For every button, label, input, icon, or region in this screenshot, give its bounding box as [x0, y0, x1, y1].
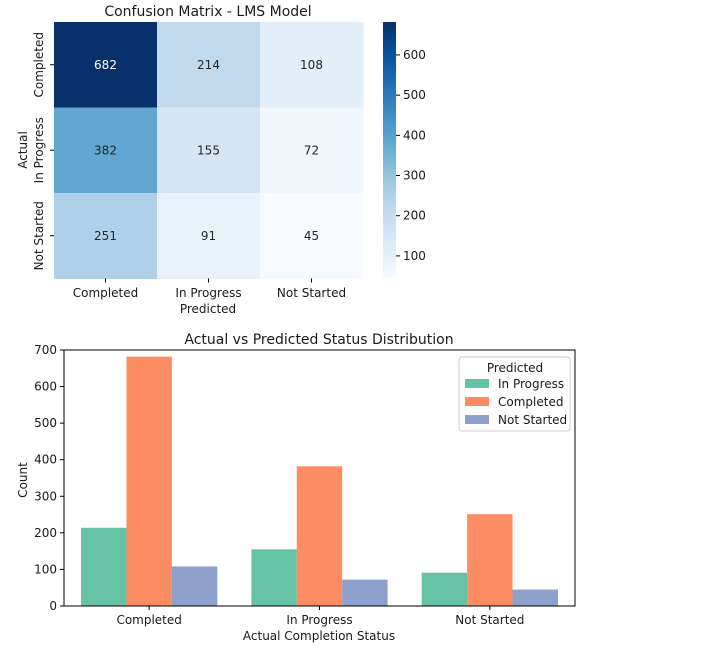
bar — [171, 566, 218, 606]
confusion-matrix-chart: Confusion Matrix - LMS Model 682 214 108 38… — [16, 4, 426, 316]
legend: Predicted In Progress Completed Not Starte… — [458, 356, 571, 432]
y-tick-label: 600 — [34, 380, 57, 394]
bar-y-ticks: 0 100 200 300 400 500 600 700 — [34, 343, 64, 613]
colorbar-tick-label: 100 — [403, 249, 426, 263]
bar-group — [81, 356, 558, 606]
heatmap-cell — [260, 107, 364, 194]
bar — [421, 572, 468, 606]
heatmap-cell-value: 382 — [94, 143, 117, 157]
y-tick-label: 500 — [34, 416, 57, 430]
y-tick-label: 0 — [49, 599, 57, 613]
heatmap-x-ticks: Completed In Progress Not Started — [73, 278, 346, 300]
colorbar — [383, 22, 396, 278]
heatmap-cell-value: 682 — [94, 58, 117, 72]
heatmap-cell — [157, 22, 261, 108]
heatmap-cell — [157, 107, 261, 194]
heatmap-y-label: Actual — [16, 131, 30, 169]
heatmap-cell — [157, 193, 261, 279]
x-tick-label: Completed — [116, 613, 181, 627]
x-tick-label: Not Started — [277, 286, 346, 300]
y-tick-label: 400 — [34, 453, 57, 467]
legend-title: Predicted — [487, 361, 543, 375]
colorbar-tick-label: 600 — [403, 48, 426, 62]
bar-x-label: Actual Completion Status — [243, 629, 395, 643]
heatmap-cell — [54, 193, 158, 279]
y-tick-label: 700 — [34, 343, 57, 357]
heatmap-cell — [260, 193, 364, 279]
bar-y-label: Count — [16, 462, 30, 498]
colorbar-tick-label: 500 — [403, 88, 426, 102]
colorbar-ticks: 100 200 300 400 500 600 — [396, 48, 426, 263]
legend-swatch — [465, 397, 489, 406]
heatmap-cell-value: 108 — [300, 58, 323, 72]
x-tick-label: In Progress — [175, 286, 241, 300]
bar — [81, 527, 127, 606]
y-tick-label: Completed — [32, 32, 46, 97]
heatmap-title: Confusion Matrix - LMS Model — [104, 4, 311, 20]
x-tick-label: Not Started — [455, 613, 524, 627]
x-tick-label: Completed — [73, 286, 138, 300]
heatmap-cell-value: 251 — [94, 229, 117, 243]
legend-frame — [458, 356, 571, 432]
heatmap-cell — [260, 22, 364, 108]
colorbar-tick-label: 300 — [403, 169, 426, 183]
legend-swatch — [465, 379, 489, 388]
legend-items: In Progress Completed Not Started — [465, 377, 567, 427]
heatmap-cells: 682 214 108 382 155 72 251 91 45 — [54, 22, 364, 279]
heatmap-cell — [54, 22, 158, 108]
heatmap-cell-value: 72 — [304, 143, 319, 157]
y-tick-label: 300 — [34, 489, 57, 503]
legend-label: Not Started — [498, 413, 567, 427]
bar-x-ticks: Completed In Progress Not Started — [116, 606, 524, 627]
colorbar-tick-label: 200 — [403, 209, 426, 223]
heatmap-cell — [54, 107, 158, 194]
heatmap-x-label: Predicted — [180, 302, 236, 316]
bar — [512, 589, 558, 606]
colorbar-tick-label: 400 — [403, 128, 426, 142]
bar — [126, 356, 172, 606]
y-tick-label: 100 — [34, 562, 57, 576]
bar — [296, 466, 343, 606]
legend-label: Completed — [498, 395, 563, 409]
legend-label: In Progress — [498, 377, 564, 391]
heatmap-cell-value: 45 — [304, 229, 319, 243]
x-tick-label: In Progress — [286, 613, 352, 627]
y-tick-label: Not Started — [32, 201, 46, 270]
heatmap-cell-value: 214 — [197, 58, 220, 72]
y-tick-label: In Progress — [32, 117, 46, 183]
bar — [251, 549, 297, 606]
bar-chart-title: Actual vs Predicted Status Distribution — [184, 332, 453, 348]
heatmap-cell-value: 91 — [201, 229, 216, 243]
y-tick-label: 200 — [34, 526, 57, 540]
bar — [467, 514, 513, 606]
heatmap-cell-value: 155 — [197, 143, 220, 157]
legend-swatch — [465, 415, 489, 424]
bar — [342, 579, 388, 606]
status-distribution-chart: Actual vs Predicted Status Distribution … — [16, 332, 576, 643]
heatmap-y-ticks: Completed In Progress Not Started — [32, 32, 54, 270]
